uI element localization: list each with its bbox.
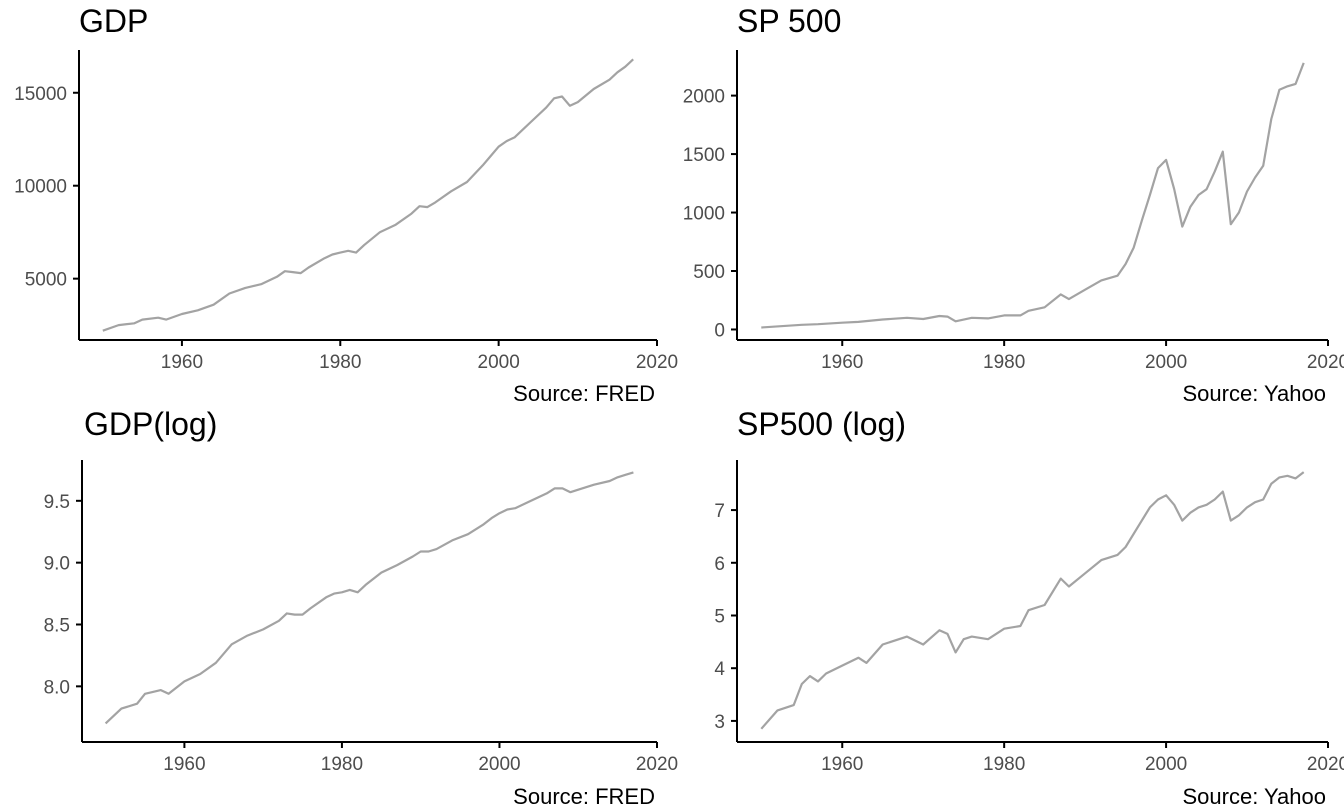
chart-title: GDP(log): [84, 406, 217, 442]
chart-caption: Source: Yahoo: [1182, 784, 1326, 806]
x-tick-label: 1980: [983, 352, 1025, 373]
y-tick-label: 500: [693, 262, 725, 283]
chart-panel-3: GDP(log) 8.0 8.5 9.0 9.5 1960 1980 2000 2020 Sour…: [44, 406, 679, 806]
y-tick-label: 1000: [683, 204, 725, 225]
y-tick-label: 15000: [14, 84, 67, 105]
chart-caption: Source: Yahoo: [1182, 381, 1326, 406]
y-tick-label: 8.0: [44, 677, 70, 698]
y-tick-label: 8.5: [44, 616, 70, 637]
y-tick-label: 7: [714, 501, 725, 522]
series-line: [760, 471, 1305, 730]
y-tick-label: 3: [714, 712, 725, 733]
chart-panel-1: GDP 5000 10000 15000 1960 1980 2000 2020 Source:…: [14, 3, 678, 406]
x-tick-label: 1980: [983, 754, 1025, 775]
x-tick-label: 2000: [478, 352, 520, 373]
x-tick-label: 2020: [636, 352, 678, 373]
x-tick-label: 2020: [1307, 754, 1344, 775]
x-tick-label: 1960: [163, 754, 205, 775]
y-tick-label: 0: [714, 320, 725, 341]
chart-caption: Source: FRED: [513, 784, 655, 806]
x-tick-label: 2020: [1307, 352, 1344, 373]
x-tick-label: 1960: [821, 352, 863, 373]
x-tick-label: 2000: [478, 754, 520, 775]
x-tick-label: 1980: [321, 754, 363, 775]
chart-title: SP 500: [737, 3, 841, 39]
chart-title: SP500 (log): [737, 406, 906, 442]
y-tick-label: 9.0: [44, 554, 70, 575]
chart-title: GDP: [79, 3, 148, 39]
y-tick-label: 9.5: [44, 492, 70, 513]
chart-panel-2: SP 500 0 500 1000 1500 2000 1960 1980 2000 2020 So…: [683, 3, 1344, 406]
x-tick-label: 2020: [636, 754, 678, 775]
x-tick-label: 1960: [821, 754, 863, 775]
chart-caption: Source: FRED: [513, 381, 655, 406]
series-line: [102, 58, 634, 332]
y-tick-label: 1500: [683, 145, 725, 166]
y-tick-label: 10000: [14, 177, 67, 198]
y-tick-label: 4: [714, 659, 725, 680]
y-tick-label: 5000: [25, 270, 67, 291]
x-tick-label: 1960: [161, 352, 203, 373]
x-tick-label: 2000: [1145, 352, 1187, 373]
x-tick-label: 2000: [1145, 754, 1187, 775]
series-line: [761, 62, 1305, 329]
series-line: [104, 471, 634, 725]
y-tick-label: 6: [714, 554, 725, 575]
y-tick-label: 2000: [683, 87, 725, 108]
y-tick-label: 5: [714, 606, 725, 627]
chart-panel-4: SP500 (log) 3 4 5 6 7 1960 1980 2000 2020 Source: …: [714, 406, 1344, 806]
x-tick-label: 1980: [319, 352, 361, 373]
